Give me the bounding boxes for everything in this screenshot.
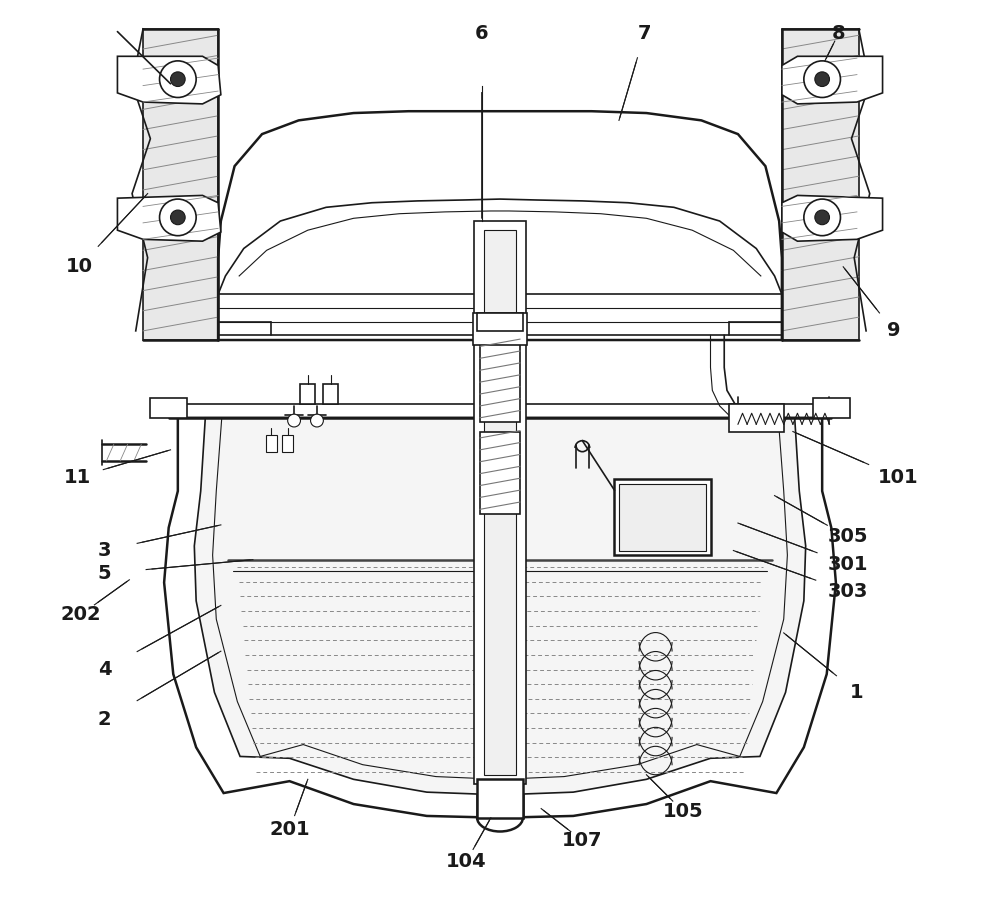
- Text: 7: 7: [638, 24, 651, 43]
- Text: 101: 101: [878, 468, 918, 487]
- Polygon shape: [782, 56, 883, 104]
- Text: 104: 104: [446, 852, 486, 871]
- Text: 105: 105: [663, 801, 703, 821]
- Text: 5: 5: [98, 564, 111, 583]
- Bar: [300, 384, 315, 404]
- Circle shape: [171, 72, 185, 86]
- Circle shape: [815, 72, 829, 86]
- Polygon shape: [218, 111, 782, 340]
- Circle shape: [160, 199, 196, 236]
- Text: 11: 11: [64, 468, 91, 487]
- Text: 6: 6: [475, 24, 489, 43]
- Text: 4: 4: [98, 660, 111, 679]
- Bar: [480, 335, 520, 422]
- Text: 301: 301: [828, 554, 868, 574]
- Text: 2: 2: [98, 711, 111, 729]
- Text: 305: 305: [828, 527, 868, 546]
- Bar: [619, 484, 706, 551]
- Bar: [150, 397, 187, 418]
- Bar: [813, 397, 850, 418]
- Bar: [477, 312, 523, 330]
- Polygon shape: [143, 28, 218, 340]
- Polygon shape: [164, 418, 836, 818]
- Text: 107: 107: [562, 831, 603, 850]
- Bar: [473, 312, 527, 344]
- Text: 8: 8: [832, 24, 845, 43]
- Circle shape: [160, 61, 196, 97]
- Text: 10: 10: [65, 257, 92, 276]
- Polygon shape: [117, 56, 221, 104]
- Bar: [614, 479, 711, 555]
- Bar: [282, 435, 293, 452]
- Bar: [323, 384, 338, 404]
- Polygon shape: [117, 196, 221, 241]
- Circle shape: [311, 414, 323, 427]
- Text: 201: 201: [269, 820, 310, 839]
- Bar: [484, 230, 516, 775]
- Bar: [474, 221, 526, 784]
- Circle shape: [804, 199, 840, 236]
- Bar: [480, 431, 520, 514]
- Text: 303: 303: [828, 582, 868, 601]
- Circle shape: [815, 210, 829, 225]
- Bar: [477, 779, 523, 818]
- Bar: [729, 404, 784, 431]
- Text: 9: 9: [887, 321, 900, 341]
- Polygon shape: [194, 418, 806, 795]
- Text: 1: 1: [850, 683, 864, 702]
- Polygon shape: [782, 196, 883, 241]
- Text: 3: 3: [98, 541, 111, 560]
- Circle shape: [288, 414, 300, 427]
- Polygon shape: [782, 28, 859, 340]
- Bar: [266, 435, 277, 452]
- Circle shape: [804, 61, 840, 97]
- Text: 202: 202: [61, 605, 101, 624]
- Circle shape: [171, 210, 185, 225]
